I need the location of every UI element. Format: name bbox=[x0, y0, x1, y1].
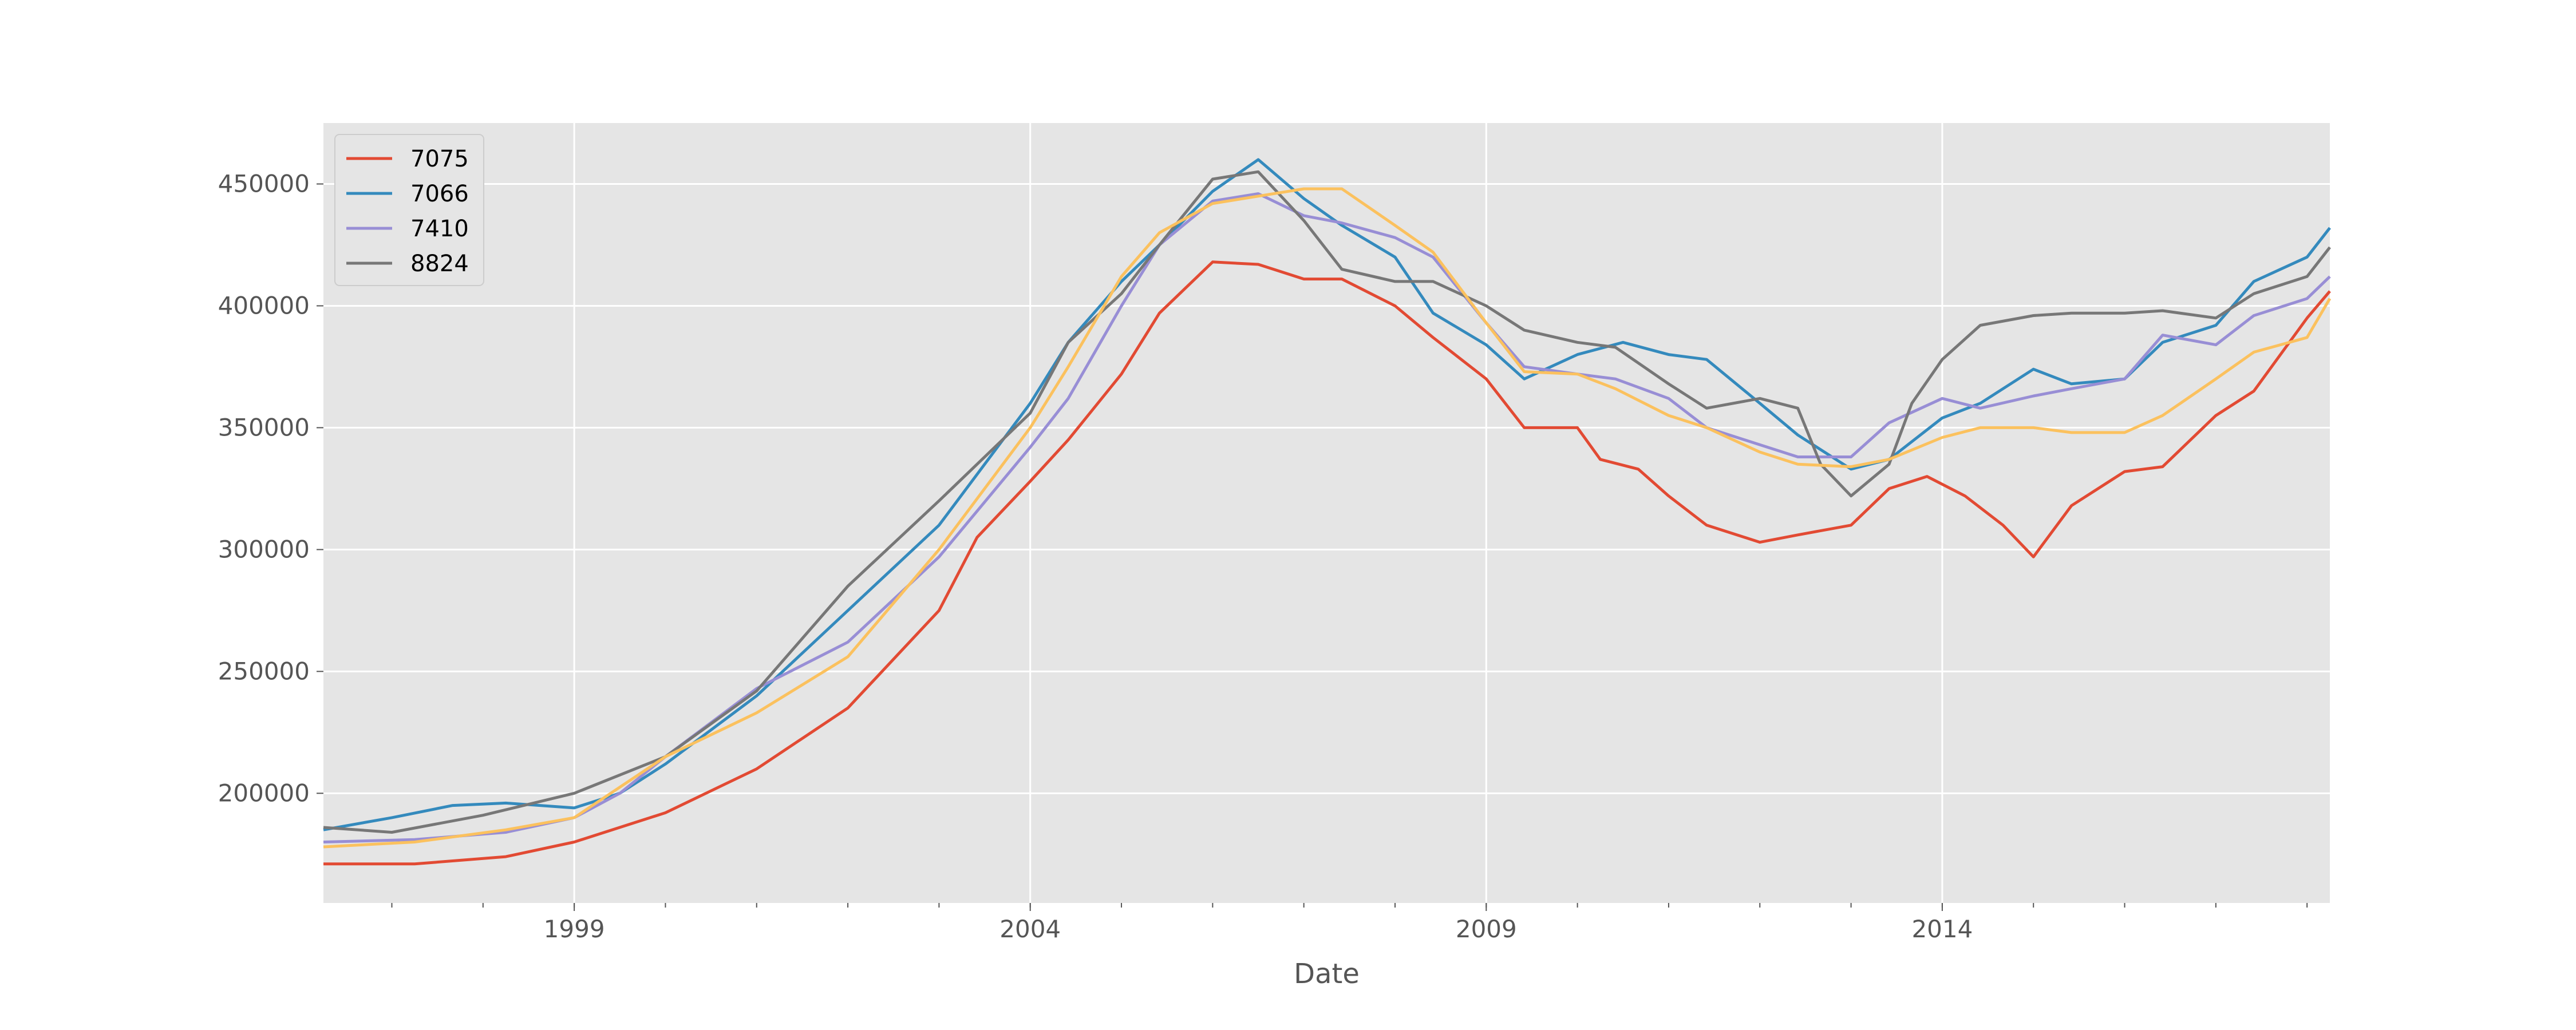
series-line-8824 bbox=[323, 170, 2331, 834]
legend-label: 7075 bbox=[410, 146, 469, 172]
gridlines bbox=[323, 123, 2330, 903]
plot-background bbox=[323, 123, 2330, 903]
y-tick-label: 200000 bbox=[218, 779, 310, 807]
x-tick-label: 2004 bbox=[999, 915, 1061, 943]
legend-label: 8824 bbox=[410, 251, 469, 277]
y-axis: 200000 250000 300000 350000 400000 450000 bbox=[218, 169, 323, 807]
y-tick-label: 350000 bbox=[218, 413, 310, 441]
y-tick-label: 400000 bbox=[218, 291, 310, 319]
legend-label: 7410 bbox=[410, 216, 469, 242]
legend-box bbox=[334, 134, 484, 286]
series-line-unlabeled-4 bbox=[323, 187, 2332, 849]
y-tick-label: 250000 bbox=[218, 657, 310, 685]
y-tick-label: 300000 bbox=[218, 535, 310, 563]
x-tick-label: 1999 bbox=[544, 915, 605, 943]
x-tick-label: 2014 bbox=[1911, 915, 1973, 943]
legend-label: 7066 bbox=[410, 181, 469, 207]
series-line-7066 bbox=[323, 158, 2331, 831]
y-tick-label: 450000 bbox=[218, 169, 310, 197]
series-line-7075 bbox=[323, 260, 2331, 866]
legend: 7075 7066 7410 8824 bbox=[334, 134, 484, 286]
x-tick-label: 2009 bbox=[1456, 915, 1517, 943]
series-layer bbox=[323, 158, 2332, 866]
x-axis: 1999 2004 2009 2014 bbox=[391, 903, 2308, 943]
x-axis-title: Date bbox=[1294, 958, 1360, 990]
